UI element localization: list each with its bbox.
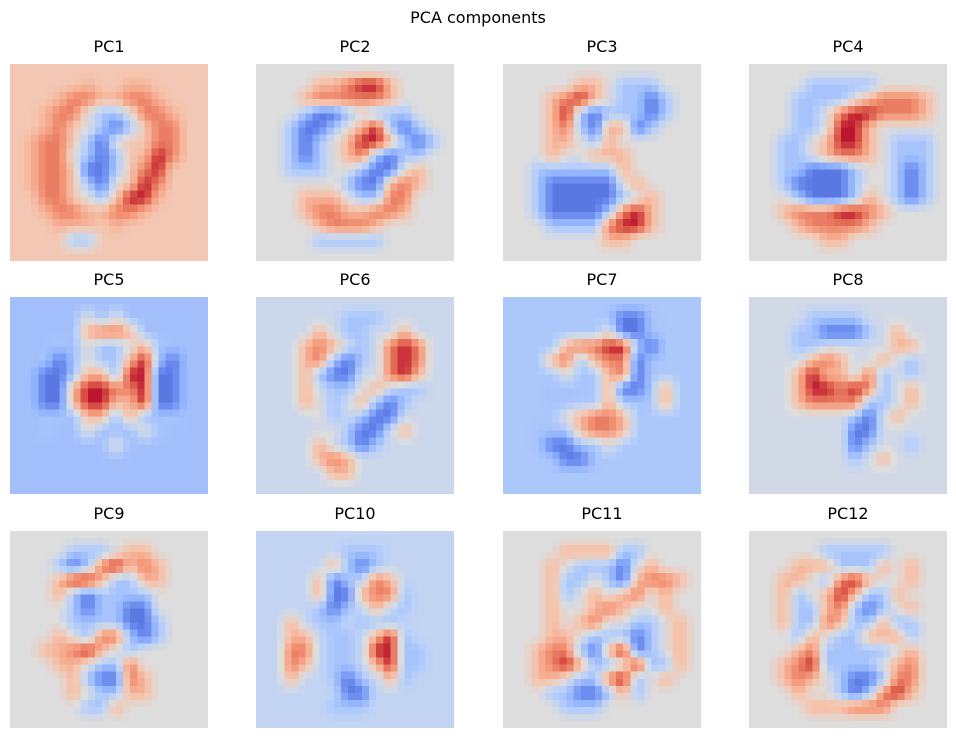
subplot-title: PC6 [339,270,371,289]
component-heatmap [503,531,701,728]
component-heatmap [749,64,947,261]
subplot-title: PC11 [581,504,623,523]
subplot-title: PC2 [339,37,371,56]
component-heatmap [10,531,208,728]
subplot-title: PC7 [586,270,618,289]
figure-suptitle: PCA components [410,8,546,27]
component-heatmap [749,531,947,728]
subplot-title: PC5 [93,270,125,289]
component-heatmap [256,64,454,261]
component-heatmap [256,297,454,494]
subplot-title: PC12 [827,504,869,523]
component-heatmap [256,531,454,728]
component-heatmap [503,297,701,494]
component-heatmap [503,64,701,261]
component-heatmap [10,64,208,261]
component-heatmap [749,297,947,494]
component-heatmap [10,297,208,494]
subplot-title: PC10 [334,504,376,523]
subplot-title: PC3 [586,37,618,56]
subplot-title: PC9 [93,504,125,523]
subplot-title: PC8 [832,270,864,289]
subplot-title: PC4 [832,37,864,56]
subplot-title: PC1 [93,37,125,56]
